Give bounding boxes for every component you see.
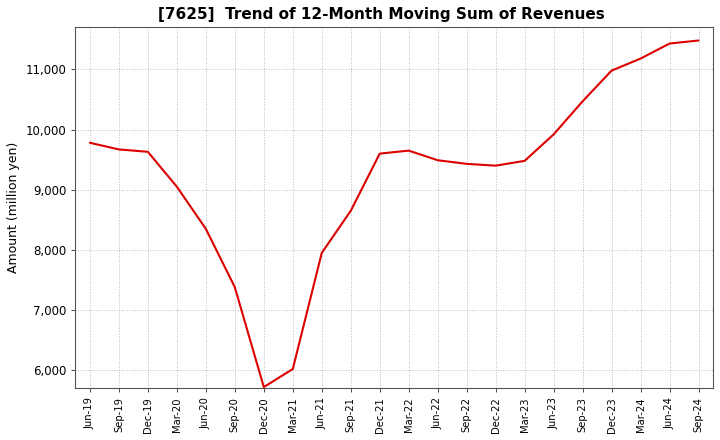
Y-axis label: Amount (million yen): Amount (million yen) xyxy=(7,142,20,273)
Text: [7625]  Trend of 12-Month Moving Sum of Revenues: [7625] Trend of 12-Month Moving Sum of R… xyxy=(158,7,605,22)
